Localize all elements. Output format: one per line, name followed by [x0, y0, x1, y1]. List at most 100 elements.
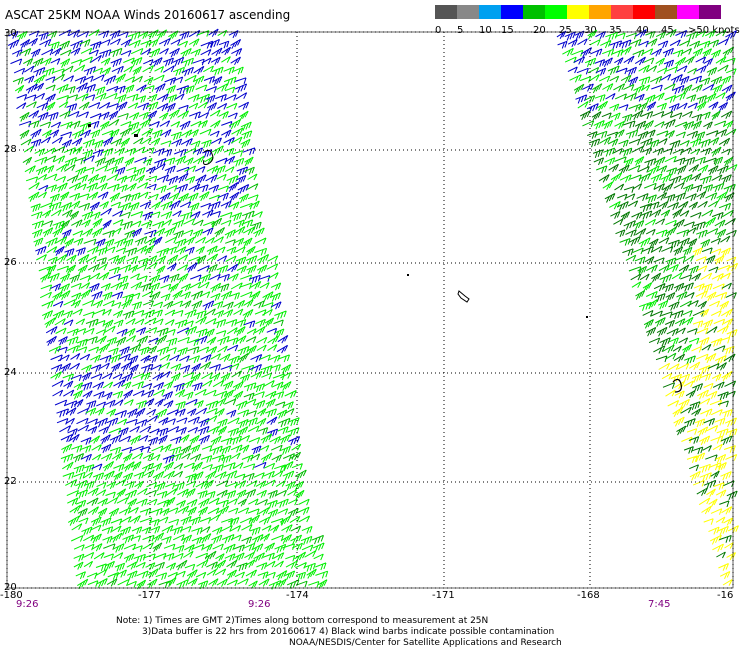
wind-barb [196, 254, 207, 265]
wind-barb [92, 218, 103, 229]
wind-barb [675, 56, 687, 68]
wind-barb [195, 571, 207, 579]
wind-barb [599, 136, 612, 145]
wind-barb [124, 399, 134, 406]
wind-barb [712, 182, 725, 193]
wind-barb [184, 85, 195, 94]
wind-barb [98, 343, 110, 354]
wind-barb [652, 147, 664, 156]
wind-barb [164, 309, 176, 317]
wind-barb [100, 283, 111, 291]
wind-barb [167, 94, 177, 103]
wind-barb [88, 29, 100, 37]
wind-barb [150, 525, 161, 534]
wind-barb [242, 308, 254, 320]
wind-barb [204, 550, 217, 562]
wind-barb [252, 211, 263, 218]
wind-barb [712, 381, 725, 390]
wind-barb [656, 326, 668, 337]
wind-barb [233, 552, 245, 562]
wind-barb [119, 127, 132, 138]
wind-barb [118, 435, 131, 443]
wind-barb [131, 381, 144, 390]
wind-barb [687, 102, 698, 110]
wind-barb [64, 164, 76, 172]
wind-barb [87, 173, 100, 185]
wind-barb [65, 407, 77, 416]
wind-barb [706, 67, 718, 77]
wind-barb [649, 238, 659, 248]
wind-barb [191, 461, 203, 472]
wind-barb [272, 470, 284, 478]
wind-barb [239, 202, 253, 210]
wind-barb [230, 38, 242, 49]
wind-barb [210, 435, 222, 446]
wind-barb [129, 425, 140, 433]
wind-barb [687, 67, 697, 75]
wind-barb [703, 418, 716, 426]
wind-barb [106, 497, 118, 505]
legend-label: >50 knots [688, 25, 740, 36]
wind-barb [215, 157, 228, 165]
wind-barb [247, 194, 259, 201]
wind-barb [665, 66, 678, 74]
wind-barb [602, 48, 615, 57]
wind-barb [179, 120, 191, 131]
wind-barb [215, 553, 225, 562]
wind-barb [203, 76, 216, 84]
wind-barb [689, 75, 703, 84]
wind-barb [204, 328, 215, 338]
wind-barb [85, 255, 97, 263]
wind-barb [106, 173, 119, 181]
wind-barb [95, 417, 108, 428]
wind-barb [271, 454, 283, 463]
wind-barb [157, 93, 169, 102]
wind-barb [664, 319, 675, 328]
wind-barb [202, 209, 214, 218]
wind-barb [224, 398, 237, 406]
wind-barb [75, 499, 87, 508]
wind-barb [109, 434, 122, 445]
wind-barb [163, 65, 175, 73]
wind-barb [598, 174, 610, 183]
wind-barb [668, 301, 680, 311]
wind-barb [631, 109, 644, 121]
wind-barb [52, 291, 63, 302]
wind-barb [189, 202, 200, 212]
wind-barb [277, 334, 289, 344]
wind-barb [20, 138, 32, 146]
wind-barb [165, 236, 177, 244]
wind-barb [620, 74, 632, 84]
wind-barb [275, 489, 287, 497]
wind-barb [638, 173, 651, 183]
wind-barb [156, 102, 169, 112]
wind-barb [220, 219, 232, 227]
wind-barb [206, 263, 218, 274]
wind-barb [141, 462, 155, 473]
wind-barb [24, 94, 37, 102]
wind-barb [607, 65, 620, 75]
wind-barb [56, 182, 68, 193]
wind-barb [98, 39, 111, 46]
wind-barb [668, 363, 680, 371]
wind-barb [104, 157, 115, 167]
wind-barb [678, 337, 689, 345]
wind-barb [102, 219, 112, 230]
wind-barb [216, 480, 229, 487]
wind-barb [659, 274, 673, 284]
wind-barb [190, 290, 204, 301]
wind-barb [706, 326, 718, 334]
wind-barb [96, 257, 107, 265]
wind-barb [276, 498, 289, 508]
wind-barb [111, 65, 124, 74]
wind-barb [81, 364, 92, 373]
wind-barb [233, 66, 244, 75]
wind-barb [90, 354, 101, 363]
wind-barb [254, 461, 267, 469]
wind-barb [688, 164, 700, 173]
wind-barb [183, 550, 194, 558]
wind-barb [219, 445, 232, 455]
wind-barb [258, 516, 271, 525]
wind-barb [638, 237, 651, 248]
wind-barb [713, 345, 726, 352]
